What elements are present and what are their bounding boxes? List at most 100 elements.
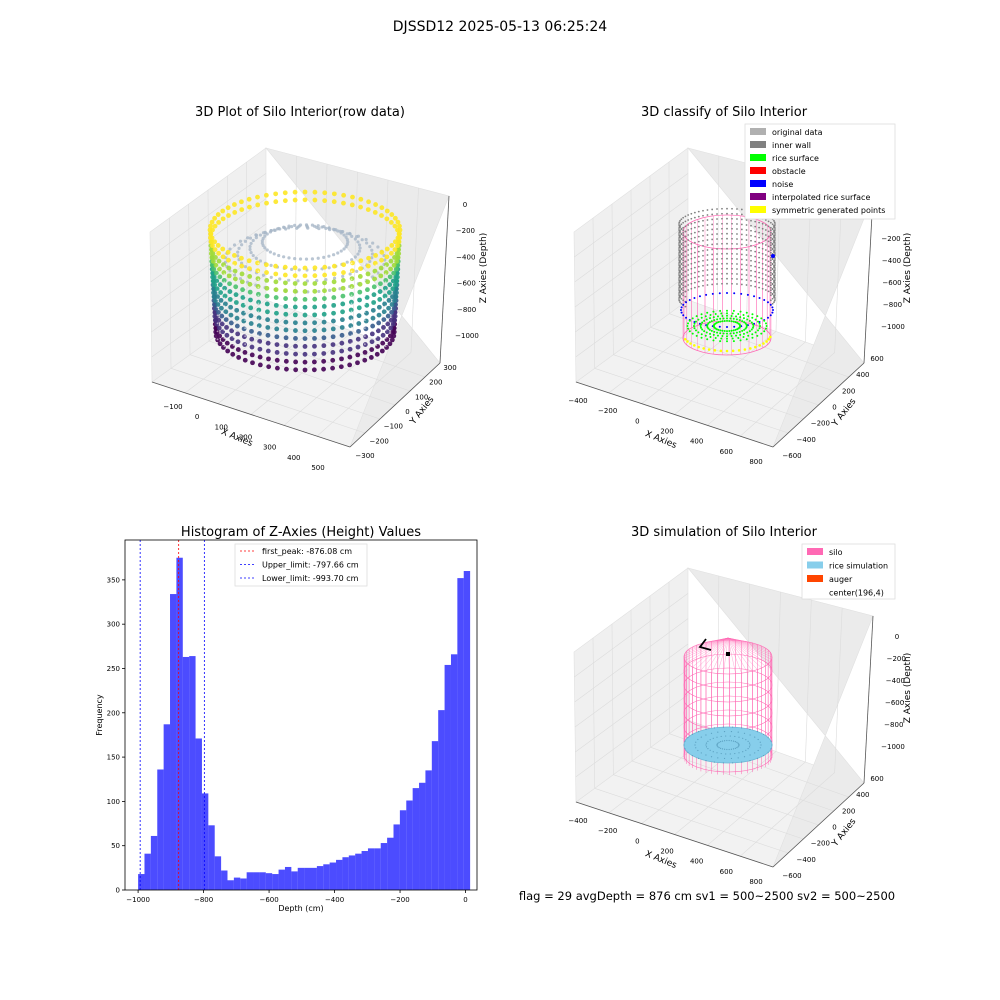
inner-wall-point — [716, 233, 718, 235]
rice-simulation-point — [728, 748, 730, 751]
inner-wall-point — [758, 266, 761, 269]
inner-wall-point — [702, 224, 704, 227]
data-point — [312, 320, 318, 326]
inner-wall-point — [682, 216, 685, 219]
tick-label: −600 — [885, 699, 904, 707]
data-point — [243, 239, 248, 243]
data-point — [218, 297, 224, 303]
inner-wall-point — [678, 299, 681, 302]
noise-point — [726, 292, 728, 294]
inner-wall-point — [697, 250, 700, 253]
data-point — [312, 304, 318, 310]
noise-point — [769, 303, 772, 306]
rice-simulation-point — [732, 740, 735, 742]
histogram-bar — [233, 877, 241, 890]
data-point — [283, 280, 288, 286]
data-point — [328, 288, 332, 292]
rice-surface-point — [734, 328, 737, 331]
rice-simulation-point — [771, 744, 773, 746]
inner-wall-point — [767, 270, 770, 273]
data-point — [277, 253, 281, 258]
rice-simulation-point — [737, 746, 739, 748]
inner-wall-point — [745, 224, 748, 226]
data-point — [282, 255, 286, 259]
data-point — [321, 296, 327, 301]
data-point — [232, 253, 237, 258]
data-point — [370, 252, 375, 256]
inner-wall-point — [773, 236, 775, 239]
data-point — [287, 317, 290, 320]
data-point — [395, 243, 400, 249]
rice-simulation-point — [720, 752, 722, 755]
data-point — [350, 302, 353, 305]
inner-wall-point — [740, 283, 743, 286]
inner-wall-point — [773, 299, 776, 302]
data-point — [304, 261, 306, 264]
histogram-bar — [208, 825, 215, 890]
data-point — [355, 352, 361, 358]
data-point — [340, 293, 346, 299]
data-point — [330, 334, 336, 340]
data-point — [232, 264, 235, 267]
rice-simulation-point — [723, 757, 726, 760]
tick-label: 0 — [405, 408, 409, 416]
data-point — [302, 289, 308, 294]
inner-wall-point — [682, 276, 685, 279]
inner-wall-point — [726, 247, 728, 250]
inner-wall-point — [682, 279, 685, 282]
silo-roof-wire — [689, 637, 729, 666]
data-point — [335, 333, 338, 336]
rice-surface-point — [700, 313, 703, 316]
silo-roof-wire — [727, 637, 771, 662]
inner-wall-point — [764, 254, 767, 256]
rice-simulation-point — [749, 759, 751, 762]
histogram-bar — [425, 770, 432, 890]
data-point — [273, 302, 279, 308]
histogram-frame — [124, 539, 478, 891]
data-point — [235, 347, 241, 352]
inner-wall-point — [767, 220, 770, 223]
inner-wall-point — [680, 228, 683, 231]
rice-simulation-point — [737, 757, 739, 759]
rice-simulation-point — [730, 757, 733, 760]
inner-wall-point — [736, 268, 738, 270]
rice-surface-point — [719, 309, 722, 312]
inner-wall-point — [769, 261, 772, 264]
axis-line — [439, 195, 450, 364]
inner-wall-point — [682, 264, 685, 267]
data-point — [212, 282, 218, 288]
rice-simulation-point — [729, 753, 731, 755]
inner-wall-point — [750, 269, 752, 272]
rice-simulation-point — [724, 748, 726, 750]
rice-surface-point — [691, 332, 694, 335]
inner-wall-point — [680, 273, 683, 276]
data-point — [272, 269, 275, 272]
data-point — [222, 301, 228, 307]
data-point — [216, 317, 222, 323]
data-point — [265, 332, 271, 338]
data-point — [210, 243, 215, 249]
data-point — [304, 309, 306, 312]
data-point — [265, 317, 271, 323]
data-point — [249, 344, 255, 350]
data-point — [312, 296, 318, 302]
data-point — [387, 274, 393, 280]
inner-wall-point — [740, 253, 743, 256]
data-point — [375, 304, 378, 307]
rice-surface-point — [716, 331, 719, 334]
rice-surface-point — [752, 325, 755, 327]
data-point — [379, 348, 385, 354]
data-point — [375, 336, 378, 339]
data-point — [266, 356, 271, 362]
tick-label: 400 — [856, 791, 869, 799]
rice-surface-point — [701, 328, 704, 331]
data-point — [375, 344, 378, 347]
inner-wall-point — [761, 232, 764, 235]
data-point — [356, 321, 362, 326]
data-point — [298, 257, 303, 261]
inner-wall-point — [716, 243, 718, 245]
data-point — [244, 343, 247, 346]
rice-surface-point — [708, 328, 711, 331]
inner-wall-point — [774, 223, 776, 225]
symmetric-point — [762, 342, 765, 345]
